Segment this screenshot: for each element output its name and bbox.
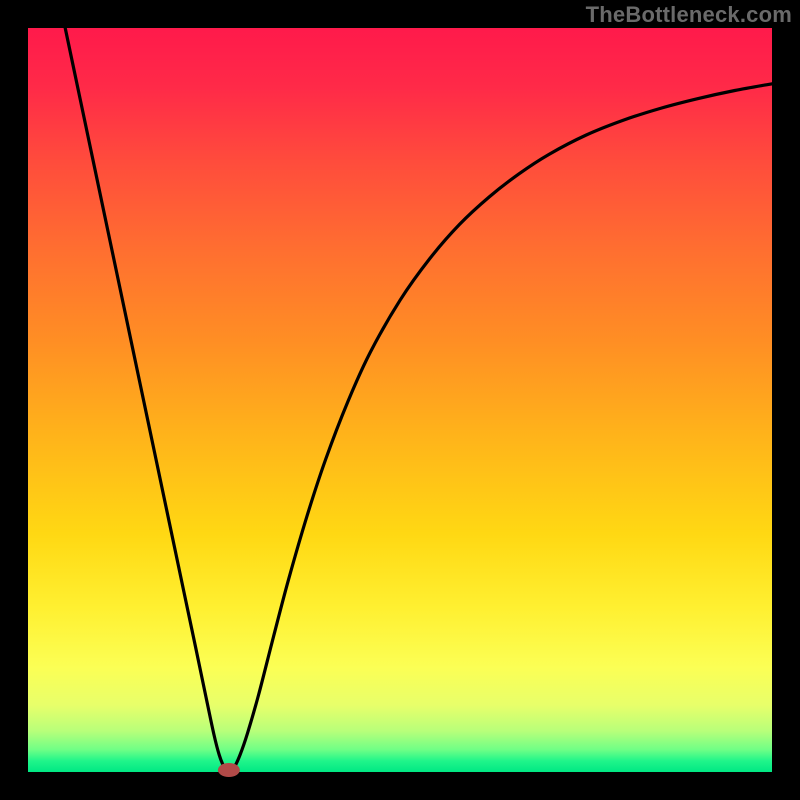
chart-stage: TheBottleneck.com [0, 0, 800, 800]
bottleneck-chart [0, 0, 800, 800]
watermark-text: TheBottleneck.com [586, 2, 792, 28]
plot-background [28, 28, 772, 772]
minimum-marker [218, 763, 240, 777]
